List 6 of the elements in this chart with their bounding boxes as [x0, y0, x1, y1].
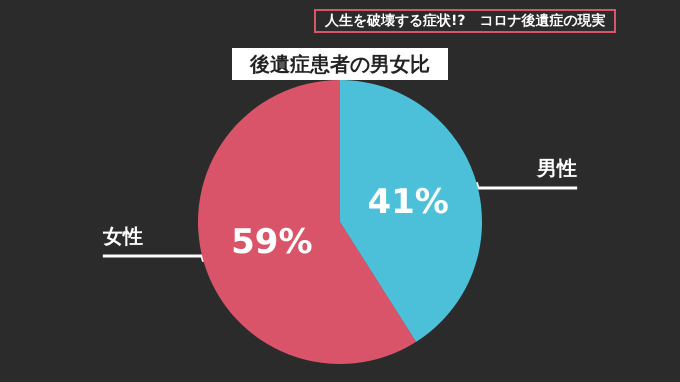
slice-label: 女性: [102, 224, 143, 248]
chart-subtitle: 人生を破壊する症状!? コロナ後遺症の現実: [324, 12, 606, 29]
slice-label: 男性: [536, 156, 578, 180]
data-label: 59%: [231, 222, 313, 262]
data-label: 41%: [367, 182, 449, 222]
chart-title: 後遺症患者の男女比: [249, 52, 430, 76]
